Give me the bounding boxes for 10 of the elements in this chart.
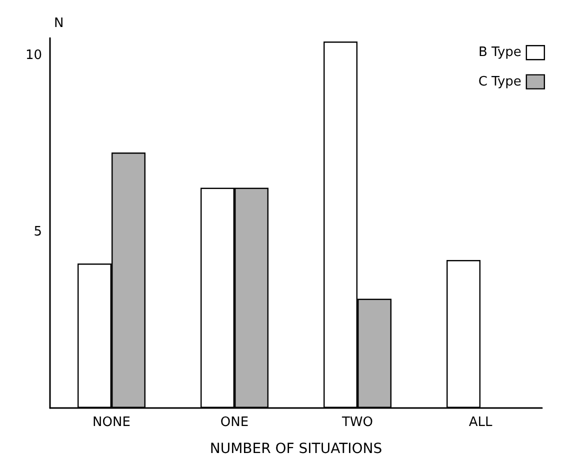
x-tick-label: ALL xyxy=(468,415,493,430)
y-axis-title: N xyxy=(54,16,64,31)
y-tick-label: 10 xyxy=(25,48,42,64)
legend-label: B Type xyxy=(478,45,522,60)
x-tick-label: TWO xyxy=(340,415,374,430)
y-tick-label: 5 xyxy=(34,224,42,240)
x-tick-label: NONE xyxy=(92,415,130,430)
x-axis-title: NUMBER OF SITUATIONS xyxy=(210,441,382,457)
legend-label: C Type xyxy=(478,74,522,90)
x-tick-label: ONE xyxy=(220,415,249,430)
